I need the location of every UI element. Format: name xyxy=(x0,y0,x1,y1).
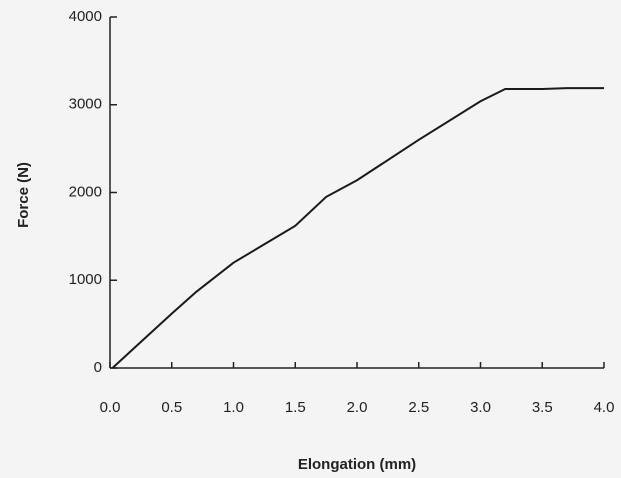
x-tick-label: 2.0 xyxy=(347,399,368,416)
x-axis-title: Elongation (mm) xyxy=(298,456,416,473)
x-tick-label: 1.0 xyxy=(223,399,244,416)
x-tick-label: 2.5 xyxy=(408,399,429,416)
x-tick-label: 4.0 xyxy=(594,399,615,416)
y-tick-label: 3000 xyxy=(69,96,102,113)
x-tick-label: 3.5 xyxy=(532,399,553,416)
y-tick-label: 1000 xyxy=(69,271,102,288)
y-tick-label: 2000 xyxy=(69,183,102,200)
y-tick-label: 0 xyxy=(94,359,102,376)
y-axis-title: Force (N) xyxy=(15,162,32,228)
data-line xyxy=(111,87,604,369)
y-tick-label: 4000 xyxy=(69,8,102,25)
x-tick-label: 0.5 xyxy=(161,399,182,416)
x-tick-label: 0.0 xyxy=(100,399,121,416)
x-tick-label: 3.0 xyxy=(470,399,491,416)
x-tick-label: 1.5 xyxy=(285,399,306,416)
